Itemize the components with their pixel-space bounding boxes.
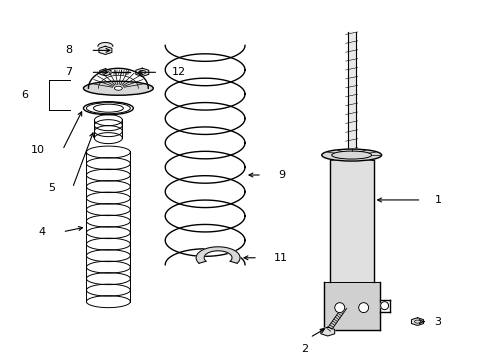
Polygon shape bbox=[196, 247, 240, 263]
Polygon shape bbox=[99, 46, 112, 54]
Polygon shape bbox=[136, 68, 149, 76]
Polygon shape bbox=[412, 318, 423, 325]
Text: 6: 6 bbox=[22, 90, 28, 100]
Text: 4: 4 bbox=[38, 227, 46, 237]
Ellipse shape bbox=[83, 102, 133, 115]
Text: 7: 7 bbox=[65, 67, 73, 77]
Ellipse shape bbox=[83, 81, 153, 95]
Circle shape bbox=[335, 303, 345, 312]
Text: 11: 11 bbox=[274, 253, 288, 263]
Polygon shape bbox=[100, 69, 111, 76]
Polygon shape bbox=[98, 42, 113, 46]
Text: 10: 10 bbox=[30, 145, 45, 155]
Text: 1: 1 bbox=[435, 195, 441, 205]
Ellipse shape bbox=[114, 86, 122, 90]
Text: 2: 2 bbox=[301, 343, 308, 354]
Circle shape bbox=[359, 303, 368, 312]
Polygon shape bbox=[321, 327, 335, 336]
Text: 8: 8 bbox=[65, 45, 73, 55]
Circle shape bbox=[381, 302, 389, 310]
Ellipse shape bbox=[94, 104, 123, 112]
Text: 12: 12 bbox=[172, 67, 186, 77]
Text: 9: 9 bbox=[278, 170, 285, 180]
Text: 5: 5 bbox=[49, 183, 55, 193]
Ellipse shape bbox=[322, 149, 382, 161]
Text: 3: 3 bbox=[435, 316, 441, 327]
